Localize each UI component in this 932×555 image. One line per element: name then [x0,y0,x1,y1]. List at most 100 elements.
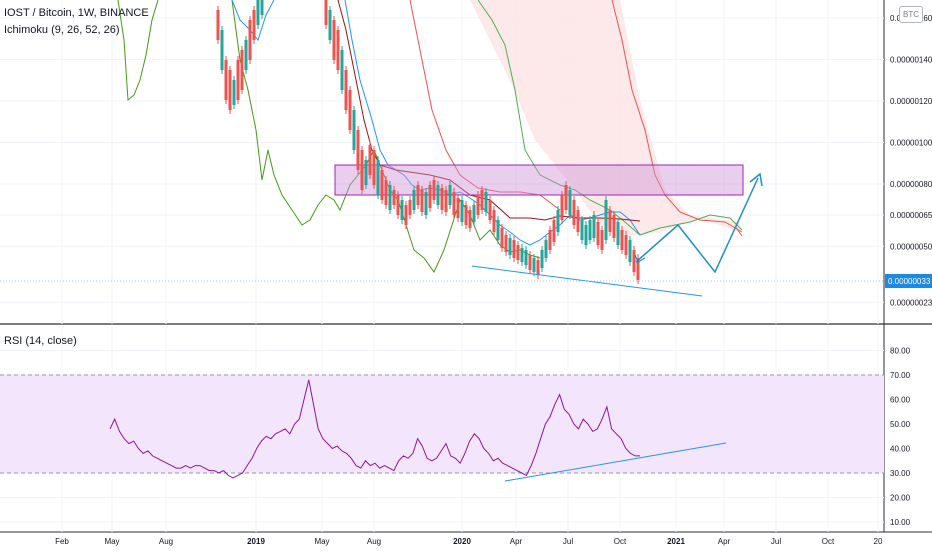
candle-body [396,195,400,215]
ichimoku-label[interactable]: Ichimoku (9, 26, 52, 26) [4,24,120,36]
candle [624,231,628,259]
candle-body [228,70,232,110]
candle [516,241,520,264]
candle-body [588,220,592,240]
candle-body [596,222,600,245]
candle [496,216,500,244]
candle-body [480,190,484,210]
candle-body [328,10,332,40]
y-tick-label: 0.00000140 [890,56,932,65]
rsi-y-tick-label: 30.00 [890,469,911,478]
candle-body [520,248,524,262]
x-tick-label: Aug [367,537,381,546]
candle-body [332,20,336,60]
conversion-line [344,0,641,246]
candle [456,194,460,222]
symbol-title[interactable]: IOST / Bitcoin, 1W, BINANCE [4,7,149,19]
candle-body [344,70,348,110]
candle-body [512,240,516,258]
candle-body [524,250,528,265]
candle [356,126,360,174]
candle-body [464,205,468,225]
candle-body [508,238,512,255]
candle [236,56,240,104]
candle-body [460,200,464,222]
candle-body [536,260,540,275]
candle [416,181,420,209]
candle-body [620,230,624,250]
candle-body [548,230,552,250]
candle-body [404,205,408,225]
candle-body [604,200,608,240]
candle [216,6,220,44]
last-price-tag [885,274,932,288]
candle [324,0,328,29]
candle [488,196,492,224]
candle [476,191,480,219]
candle-body [632,250,636,272]
y-tick-label: 0.00000023 [890,298,932,307]
candle [260,0,264,19]
candle [460,196,464,226]
candle [576,206,580,236]
candle [532,254,536,276]
last-price-value: 0.00000033 [888,277,931,286]
x-tick-label: Feb [55,537,69,546]
x-tick-label: 20 [874,537,883,546]
y-tick-label: 0.00000120 [890,97,932,106]
candle-body [400,200,404,220]
candle-body [388,185,392,210]
candle [520,244,524,266]
candle-body [376,160,380,195]
candle-body [568,190,572,215]
candle-body [600,230,604,250]
candle-body [540,250,544,268]
candle [436,181,440,209]
candle-body [440,188,444,210]
candle-body [424,192,428,215]
candle-body [220,30,224,70]
candle [404,201,408,229]
lagging-span [117,0,159,102]
x-tick-label: Apr [718,537,731,546]
candle-body [580,220,584,240]
candle-body [472,205,476,222]
candle [580,216,584,244]
currency-badge[interactable]: BTC [899,6,923,23]
candle-body [216,10,220,40]
candle-body [448,185,452,205]
candle-body [436,185,440,205]
candle [252,6,256,44]
candle [392,186,396,209]
candle [240,46,244,94]
rsi-label[interactable]: RSI (14, close) [4,335,77,347]
candle-body [476,195,480,215]
candle [636,254,640,284]
candle-body [412,190,416,210]
candle [512,236,516,262]
candle [536,256,540,279]
y-tick-label: 0.00000050 [890,242,932,251]
candle-body [236,60,240,100]
candle [412,186,416,214]
projection-start-tick [634,254,646,263]
candle [600,226,604,254]
candle [468,206,472,232]
candle-body [360,150,364,190]
candle [548,226,552,254]
candle-body [336,30,340,70]
ichimoku-cloud [470,0,740,236]
candle-body [544,240,548,258]
candle [372,146,376,189]
candle-body [244,40,248,70]
rsi-y-tick-label: 40.00 [890,445,911,454]
x-tick-label: May [314,537,329,546]
candle [492,206,496,236]
resistance-zone [334,164,744,196]
candle [500,224,504,252]
candle-body [248,20,252,60]
candle-body [552,220,556,242]
candle-body [616,222,620,245]
candle-body [352,110,356,150]
